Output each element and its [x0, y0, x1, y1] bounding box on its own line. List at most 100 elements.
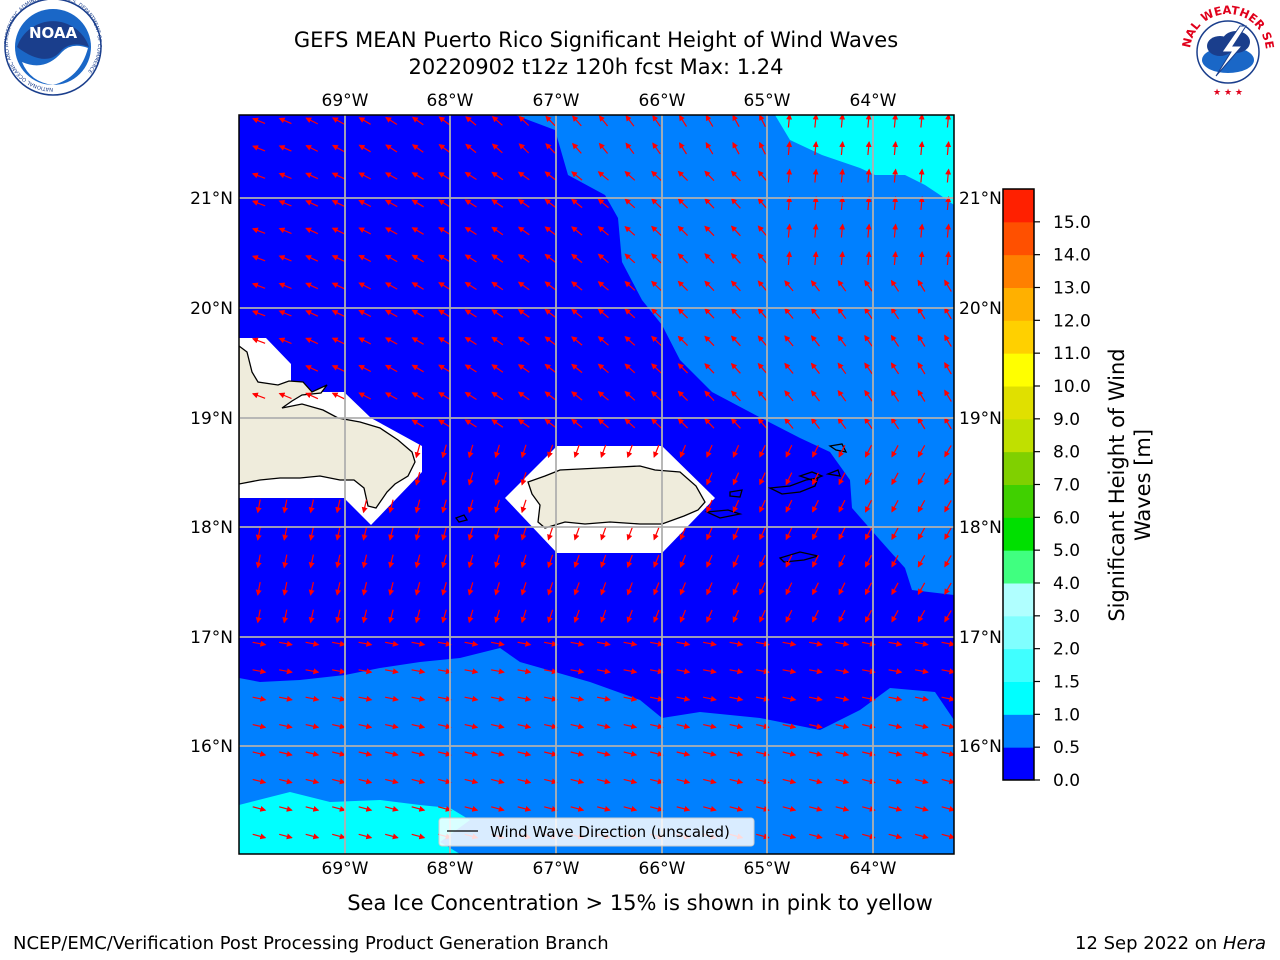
- wave-direction-arrow: [570, 640, 585, 647]
- wave-direction-arrow: [782, 668, 797, 675]
- wave-direction-arrow: [544, 226, 557, 236]
- wave-direction-arrow: [679, 554, 687, 568]
- wave-direction-arrow: [544, 806, 558, 812]
- wave-direction-arrow: [600, 609, 607, 624]
- wave-direction-arrow: [812, 444, 819, 458]
- wave-direction-arrow: [414, 527, 421, 541]
- wave-direction-arrow: [331, 337, 345, 345]
- wave-direction-arrow: [812, 141, 819, 156]
- wave-direction-arrow: [651, 198, 662, 209]
- wave-direction-arrow: [759, 444, 766, 458]
- wave-direction-arrow: [305, 282, 319, 290]
- wave-direction-arrow: [438, 227, 451, 235]
- wave-direction-arrow: [597, 750, 611, 757]
- wave-direction-arrow: [945, 141, 952, 156]
- wave-direction-arrow: [917, 555, 926, 568]
- wave-direction-arrow: [517, 778, 532, 785]
- wave-direction-arrow: [704, 418, 715, 429]
- wave-direction-arrow: [467, 582, 474, 596]
- wave-direction-arrow: [757, 197, 768, 209]
- wave-direction-arrow: [730, 362, 741, 374]
- wave-direction-arrow: [890, 307, 900, 320]
- wave-direction-arrow: [494, 472, 500, 486]
- wave-direction-arrow: [464, 419, 477, 428]
- wave-direction-arrow: [651, 170, 662, 181]
- wave-direction-arrow: [835, 778, 850, 785]
- wave-direction-arrow: [835, 668, 850, 675]
- wave-direction-arrow: [810, 417, 820, 429]
- wave-direction-arrow: [437, 668, 452, 675]
- wave-direction-arrow: [251, 255, 266, 262]
- wave-direction-arrow: [944, 445, 952, 458]
- wave-direction-arrow: [757, 225, 768, 237]
- wave-direction-arrow: [520, 527, 527, 541]
- lat-label-left: 20°N: [190, 299, 233, 319]
- wave-direction-arrow: [441, 609, 447, 624]
- wave-direction-arrow: [384, 199, 398, 208]
- wave-direction-arrow: [838, 609, 846, 623]
- footer-credit: NCEP/EMC/Verification Post Processing Pr…: [13, 933, 609, 954]
- wave-direction-arrow: [838, 499, 846, 513]
- wave-direction-arrow: [465, 116, 477, 126]
- wave-direction-arrow: [597, 336, 609, 346]
- wave-direction-arrow: [915, 806, 929, 812]
- wave-direction-arrow: [677, 170, 689, 182]
- wave-direction-arrow: [757, 280, 768, 292]
- lon-label-top: 64°W: [850, 91, 897, 111]
- wave-direction-arrow: [944, 362, 952, 375]
- wave-direction-arrow: [732, 554, 740, 568]
- wave-direction-arrow: [888, 750, 903, 757]
- wave-direction-arrow: [572, 142, 582, 154]
- wave-direction-arrow: [597, 198, 609, 209]
- wave-direction-arrow: [255, 526, 262, 541]
- wave-direction-arrow: [278, 172, 292, 180]
- wave-direction-arrow: [626, 527, 633, 541]
- sea-ice-note: Sea Ice Concentration > 15% is shown in …: [347, 891, 933, 915]
- wave-direction-arrow: [812, 168, 819, 183]
- wave-direction-arrow: [517, 281, 530, 291]
- wave-direction-arrow: [944, 500, 952, 513]
- wave-direction-arrow: [917, 362, 926, 375]
- wave-direction-arrow: [812, 527, 819, 541]
- wave-direction-arrow: [678, 142, 688, 155]
- wave-direction-arrow: [944, 582, 952, 595]
- island-mona: [454, 514, 469, 523]
- wave-direction-arrow: [358, 254, 372, 263]
- wave-direction-arrow: [384, 309, 398, 318]
- wave-direction-arrow: [305, 337, 319, 345]
- wave-direction-arrow: [411, 364, 424, 373]
- wave-direction-arrow: [941, 833, 954, 840]
- wave-direction-arrow: [494, 554, 500, 569]
- wave-direction-arrow: [810, 307, 820, 319]
- lon-label-top: 66°W: [639, 91, 686, 111]
- wave-direction-arrow: [623, 806, 638, 812]
- wave-direction-arrow: [517, 750, 532, 757]
- wave-direction-arrow: [891, 610, 899, 623]
- wave-direction-arrow: [572, 115, 582, 127]
- wave-direction-arrow: [464, 391, 477, 401]
- wave-direction-arrow: [600, 527, 607, 541]
- wave-direction-arrow: [838, 582, 846, 596]
- wave-direction-arrow: [251, 392, 266, 399]
- wave-direction-arrow: [252, 145, 266, 152]
- wave-direction-arrow: [411, 116, 424, 126]
- wave-direction-arrow: [255, 609, 262, 624]
- wave-direction-arrow: [571, 418, 583, 429]
- wave-direction-arrow: [759, 527, 766, 541]
- wave-direction-arrow: [677, 280, 689, 292]
- wave-direction-arrow: [358, 392, 372, 400]
- wave-direction-arrow: [305, 695, 320, 702]
- wave-direction-arrow: [305, 227, 319, 235]
- wave-direction-arrow: [517, 226, 530, 236]
- wave-direction-arrow: [812, 609, 819, 623]
- wave-direction-arrow: [757, 170, 768, 182]
- wave-direction-arrow: [732, 609, 740, 623]
- wave-direction-arrow: [732, 499, 740, 513]
- wave-direction-arrow: [865, 115, 872, 128]
- wave-direction-arrow: [892, 223, 899, 238]
- wave-direction-arrow: [914, 640, 929, 647]
- wave-direction-arrow: [704, 280, 715, 292]
- wave-direction-arrow: [650, 723, 664, 730]
- wave-direction-arrow: [331, 282, 345, 290]
- wave-direction-arrow: [358, 199, 372, 208]
